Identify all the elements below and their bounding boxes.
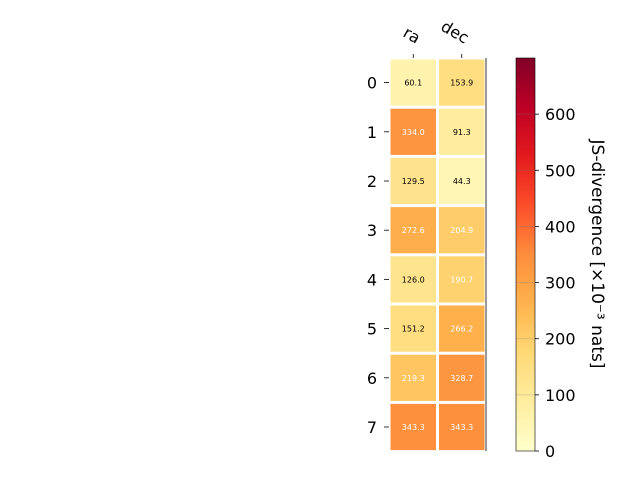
colorbar-tick-label: 400 — [545, 217, 576, 236]
colorbar-tick-label: 100 — [545, 386, 576, 405]
colorbar-label: JS-divergence [×10⁻³ nats] — [587, 139, 607, 369]
cell-value-label: 44.3 — [453, 177, 471, 186]
heatmap-cell — [390, 256, 436, 303]
cell-value-label: 272.6 — [402, 226, 425, 235]
heatmap-cell — [439, 305, 485, 352]
heatmap-cell — [390, 108, 436, 155]
y-tick-label: 2 — [367, 172, 377, 191]
y-tick-label: 7 — [367, 418, 377, 437]
heatmap-cell — [439, 354, 485, 401]
x-tick-label: ra — [400, 23, 424, 48]
heatmap-cell — [439, 207, 485, 254]
y-axis-ticks: 0 1 2 3 4 5 6 7 — [367, 74, 389, 437]
heatmap-cell — [390, 403, 436, 451]
colorbar-tick-label: 200 — [545, 330, 576, 349]
cell-value-label: 219.3 — [402, 374, 425, 383]
heatmap-cell — [439, 403, 485, 451]
colorbar-tick-label: 500 — [545, 161, 576, 180]
y-tick-label: 4 — [367, 270, 377, 289]
colorbar-tick-label: 0 — [545, 442, 555, 461]
y-tick-label: 3 — [367, 221, 377, 240]
heatmap-cell — [439, 108, 485, 155]
heatmap-cell — [390, 207, 436, 254]
colorbar-gradient — [515, 57, 536, 452]
cell-labels: 60.1 153.9 334.0 91.3 129.5 44.3 272.6 204.9 126… — [402, 79, 473, 432]
cell-value-label: 343.3 — [450, 423, 473, 432]
cell-value-label: 129.5 — [402, 177, 425, 186]
cell-value-label: 343.3 — [402, 423, 425, 432]
cell-value-label: 266.2 — [450, 325, 473, 334]
heatmap-cell — [390, 305, 436, 352]
cell-value-label: 126.0 — [402, 275, 425, 284]
x-axis-ticks: ra dec — [400, 17, 472, 58]
cell-value-label: 153.9 — [450, 79, 473, 88]
heatmap-cell — [390, 157, 436, 205]
cell-value-label: 334.0 — [402, 128, 425, 137]
cell-value-label: 60.1 — [404, 79, 422, 88]
y-tick-label: 5 — [367, 320, 377, 339]
heatmap-cell — [390, 59, 436, 106]
heatmap-cell — [439, 256, 485, 303]
cell-value-label: 204.9 — [450, 226, 473, 235]
y-tick-label: 1 — [367, 123, 377, 142]
y-tick-label: 6 — [367, 369, 377, 388]
heatmap-cell — [439, 157, 485, 205]
x-tick-label: dec — [438, 17, 472, 48]
colorbar-tick-label: 600 — [545, 105, 576, 124]
heatmap-cell — [390, 354, 436, 401]
cell-value-label: 328.7 — [450, 374, 473, 383]
cell-value-label: 151.2 — [402, 325, 425, 334]
colorbar-tick-label: 300 — [545, 274, 576, 293]
heatmap-cell — [439, 59, 485, 106]
cell-value-label: 91.3 — [453, 128, 471, 137]
colorbar: 0 100 200 300 400 500 600 — [515, 57, 576, 461]
y-tick-label: 0 — [367, 74, 377, 93]
heatmap-cells — [390, 59, 485, 451]
cell-value-label: 190.7 — [450, 275, 473, 284]
